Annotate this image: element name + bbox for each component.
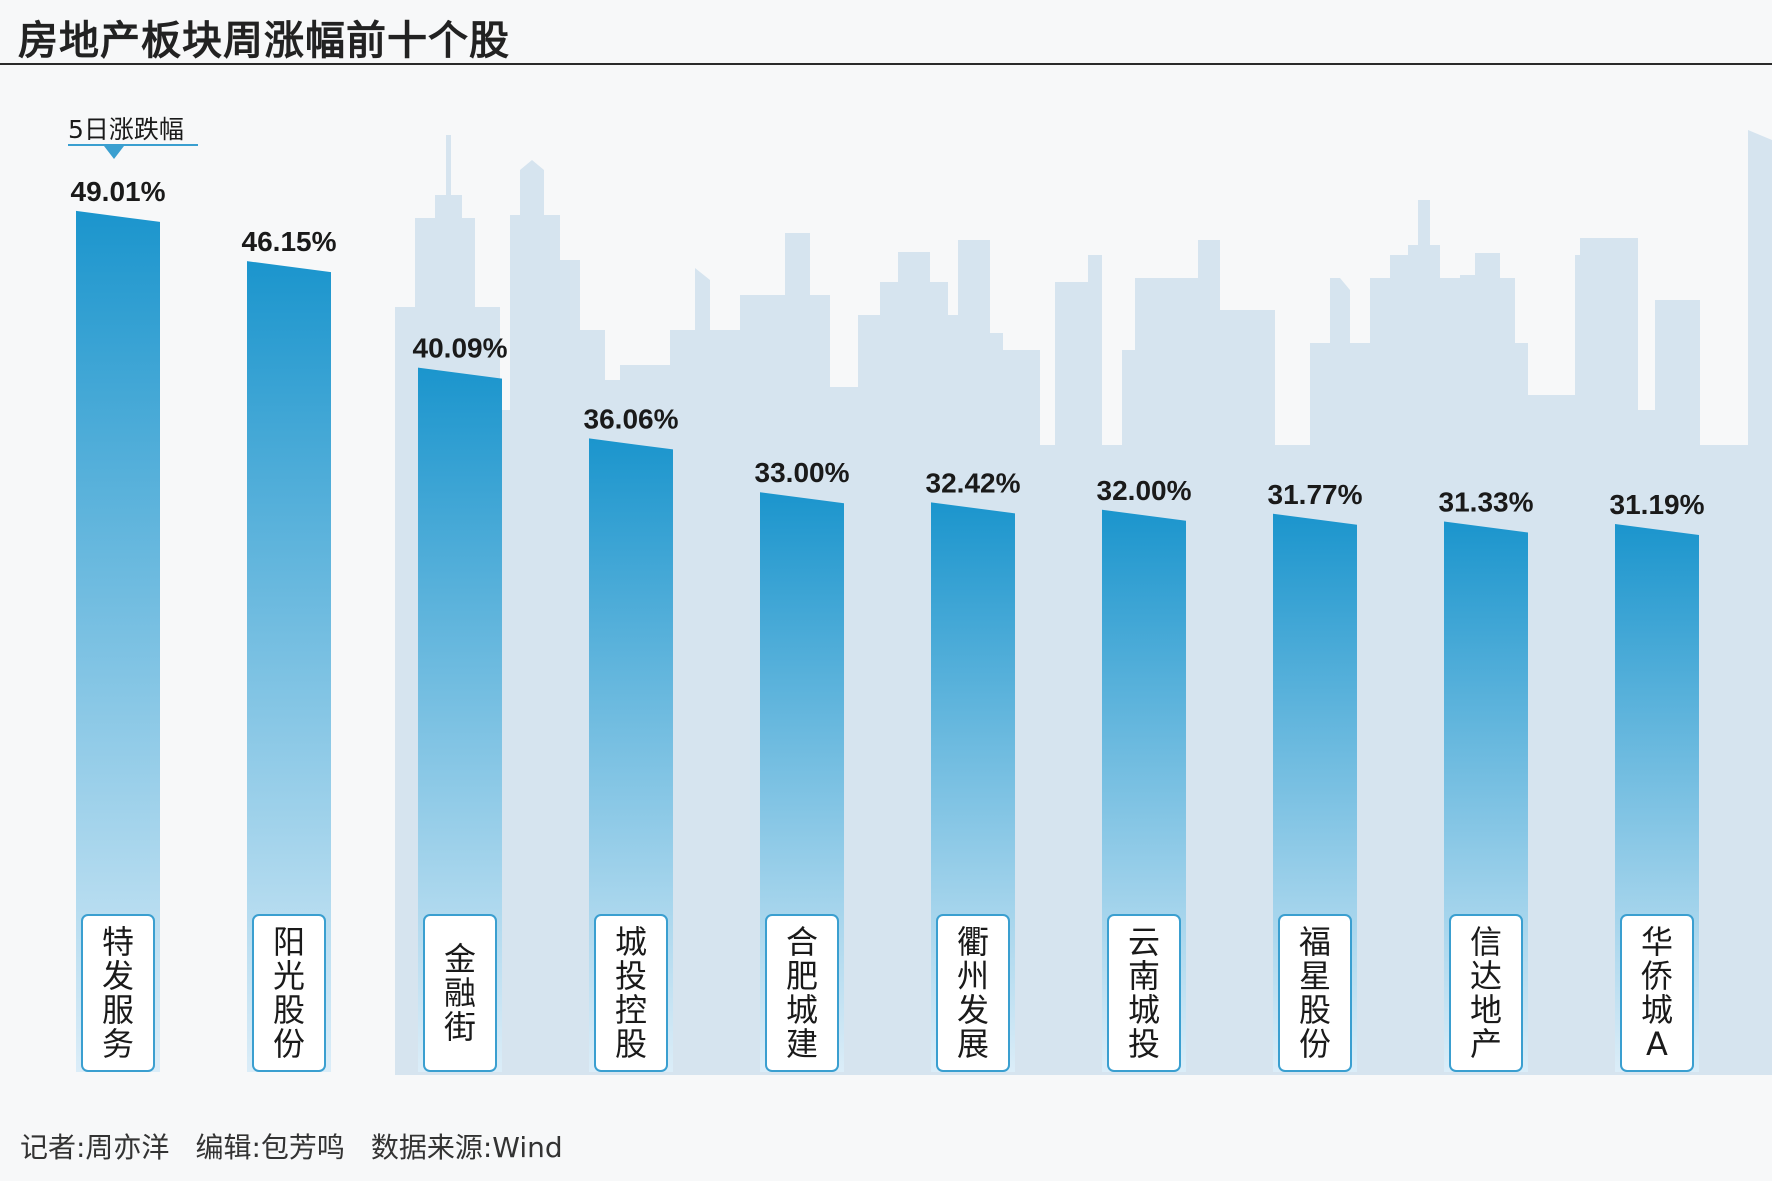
category-label: 信达地产: [1470, 923, 1502, 1063]
category-label-box: [1278, 914, 1352, 1072]
category-label: 金融街: [444, 940, 476, 1046]
bar-value-label: 46.15%: [242, 226, 337, 257]
legend-underline: [68, 144, 198, 146]
category-label-box: [252, 914, 326, 1072]
category-label: 特发服务: [102, 923, 134, 1063]
bar-1: [76, 210, 160, 1073]
city-skyline-background: [395, 130, 1772, 1075]
bar-value-label: 40.09%: [413, 333, 508, 364]
bar-value-label: 49.01%: [71, 176, 166, 207]
chart-title: 房地产板块周涨幅前十个股: [18, 18, 510, 64]
category-label-box: [765, 914, 839, 1072]
bar-value-label: 31.19%: [1610, 489, 1705, 520]
category-label-box: [1449, 914, 1523, 1072]
category-label: 华侨城 A: [1641, 923, 1673, 1063]
category-label: 福星股份: [1299, 923, 1331, 1063]
category-label: 合肥城建: [786, 923, 818, 1063]
bar-value-label: 36.06%: [584, 403, 679, 434]
category-label-box: [1107, 914, 1181, 1072]
bar-2: [247, 261, 331, 1072]
bar-4: [589, 438, 673, 1073]
category-label: 阳光股份: [273, 923, 305, 1063]
bar-value-label: 32.42%: [926, 467, 1021, 498]
title-divider: [0, 63, 1772, 65]
bar-3: [418, 367, 502, 1072]
bar-value-label: 31.77%: [1268, 479, 1363, 510]
footer-reporter: 记者:周亦洋: [20, 1131, 170, 1164]
category-label-box: [423, 914, 497, 1072]
category-label-box: [936, 914, 1010, 1072]
bar-value-label: 33.00%: [755, 457, 850, 488]
legend-pointer-icon: [104, 146, 124, 159]
footer-credits: 记者:周亦洋 编辑:包芳鸣 数据来源:Wind: [20, 1126, 589, 1166]
footer-editor: 编辑:包芳鸣: [195, 1131, 345, 1164]
legend-label: 5日涨跌幅: [68, 115, 184, 144]
bar-value-label: 32.00%: [1097, 475, 1192, 506]
category-label-box: [1620, 914, 1694, 1072]
category-label: 衢州发展: [957, 923, 989, 1063]
category-label-box: [594, 914, 668, 1072]
bar-value-label: 31.33%: [1439, 487, 1534, 518]
category-label-box: [81, 914, 155, 1072]
category-label: 云南城投: [1128, 923, 1160, 1063]
category-label: 城投控股: [615, 923, 647, 1063]
footer-source: 数据来源:Wind: [370, 1131, 563, 1164]
